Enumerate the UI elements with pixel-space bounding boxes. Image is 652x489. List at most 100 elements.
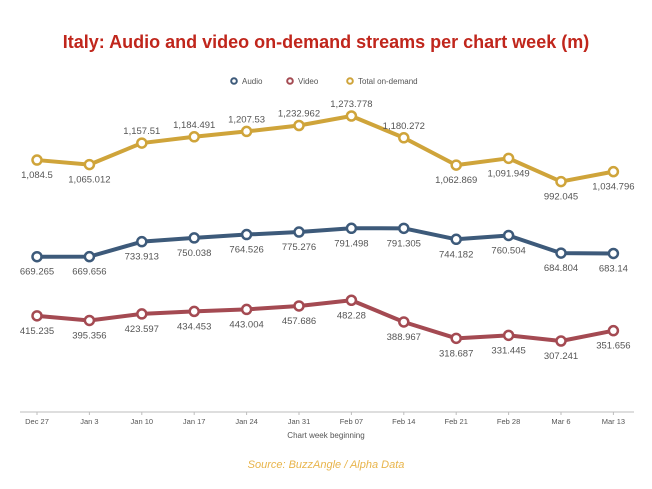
data-label: 307.241 [544, 351, 578, 362]
data-label: 1,091.949 [487, 168, 529, 179]
x-tick-label: Jan 17 [183, 417, 206, 426]
data-point [450, 159, 462, 171]
data-label: 669.265 [20, 267, 54, 278]
legend-marker [286, 77, 294, 85]
data-label: 1,084.5 [21, 170, 53, 181]
series-layer: 669.265 669.656 733.913 750.038 764.526 775.2… [20, 99, 635, 362]
series-line [35, 226, 616, 259]
x-tick-label: Jan 31 [288, 417, 311, 426]
data-label: 1,180.272 [383, 121, 425, 132]
data-label: 733.913 [125, 252, 159, 263]
data-label: 443.004 [229, 319, 263, 330]
series-group: 415.235 395.356 423.597 434.453 443.004 457.6… [20, 294, 631, 362]
data-point [502, 329, 515, 342]
x-tick-label: Feb 28 [497, 417, 520, 426]
data-point [188, 131, 200, 143]
data-point [293, 119, 305, 132]
data-label: 1,273.778 [330, 99, 372, 110]
data-label: 760.504 [491, 245, 525, 256]
source-note: Source: BuzzAngle / Alpha Data [248, 459, 405, 471]
data-point [136, 137, 148, 149]
data-point [136, 308, 148, 320]
data-label: 415.235 [20, 326, 54, 337]
data-point [293, 226, 305, 238]
series-group: 1,084.5 1,065.012 1,157.51 1,184.491 1,207.5… [21, 99, 634, 203]
data-point [83, 250, 96, 263]
data-label: 395.356 [72, 330, 106, 341]
data-point [31, 250, 43, 263]
data-point [450, 332, 462, 345]
data-label: 791.498 [334, 238, 368, 249]
x-tick-label: Jan 10 [131, 417, 154, 426]
x-axis-label: Chart week beginning [287, 431, 364, 440]
data-point [83, 314, 96, 327]
data-point [188, 305, 200, 318]
data-point [83, 158, 96, 171]
data-point [398, 316, 410, 328]
data-point [607, 324, 620, 337]
data-label: 775.276 [282, 242, 316, 253]
data-point [555, 175, 567, 188]
x-tick-label: Feb 07 [340, 417, 363, 426]
series-group: 669.265 669.656 733.913 750.038 764.526 775.2… [20, 222, 628, 278]
data-label: 1,207.53 [228, 114, 265, 125]
chart-title: Italy: Audio and video on-demand streams… [63, 32, 589, 52]
data-point [607, 247, 620, 260]
data-label: 351.656 [596, 341, 630, 352]
data-point [240, 125, 253, 138]
data-point [31, 310, 43, 322]
x-tick-label: Feb 21 [445, 417, 468, 426]
data-label: 744.182 [439, 249, 473, 260]
data-label: 388.967 [387, 332, 421, 343]
x-tick-label: Feb 14 [392, 417, 415, 426]
data-label: 750.038 [177, 248, 211, 259]
legend: Audio Video Total on-demand [230, 77, 418, 86]
data-label: 423.597 [125, 324, 159, 335]
data-point [293, 300, 305, 312]
data-point [345, 110, 358, 122]
data-label: 482.28 [337, 310, 366, 321]
data-label: 669.656 [72, 267, 106, 278]
x-tick-label: Mar 13 [602, 417, 625, 426]
legend-marker [346, 77, 354, 85]
data-point [555, 247, 567, 259]
data-point [398, 222, 410, 235]
data-point [502, 229, 515, 242]
series-line [35, 298, 616, 343]
x-axis-ticks: Dec 27 Jan 3 Jan 10 Jan 17 Jan 24 Jan 31 Feb 0… [25, 412, 625, 426]
data-point [555, 335, 567, 347]
data-point [398, 132, 410, 144]
series-line [35, 114, 616, 184]
data-label: 683.14 [599, 263, 628, 274]
legend-entry: Total on-demand [358, 77, 418, 86]
data-label: 1,062.869 [435, 175, 477, 186]
data-point [31, 154, 43, 166]
data-label: 457.686 [282, 316, 316, 327]
data-label: 318.687 [439, 348, 473, 359]
data-label: 1,184.491 [173, 120, 215, 131]
legend-entry: Audio [242, 77, 263, 86]
data-point [188, 232, 200, 244]
data-label: 764.526 [229, 245, 263, 256]
x-tick-label: Mar 6 [551, 417, 570, 426]
x-tick-label: Dec 27 [25, 417, 49, 426]
data-label: 434.453 [177, 321, 211, 332]
data-point [607, 165, 620, 178]
data-point [450, 233, 462, 246]
x-tick-label: Jan 3 [80, 417, 98, 426]
data-point [345, 222, 358, 235]
data-label: 992.045 [544, 192, 578, 203]
x-tick-label: Jan 24 [235, 417, 258, 426]
data-label: 684.804 [544, 263, 578, 274]
data-point [502, 152, 515, 165]
data-label: 1,065.012 [68, 175, 110, 186]
data-label: 1,157.51 [123, 126, 160, 137]
legend-marker [230, 77, 238, 85]
data-point [345, 294, 358, 307]
data-label: 331.445 [491, 345, 525, 356]
data-point [136, 235, 148, 248]
data-point [240, 228, 253, 241]
legend-entry: Video [298, 77, 319, 86]
data-label: 1,232.962 [278, 109, 320, 120]
